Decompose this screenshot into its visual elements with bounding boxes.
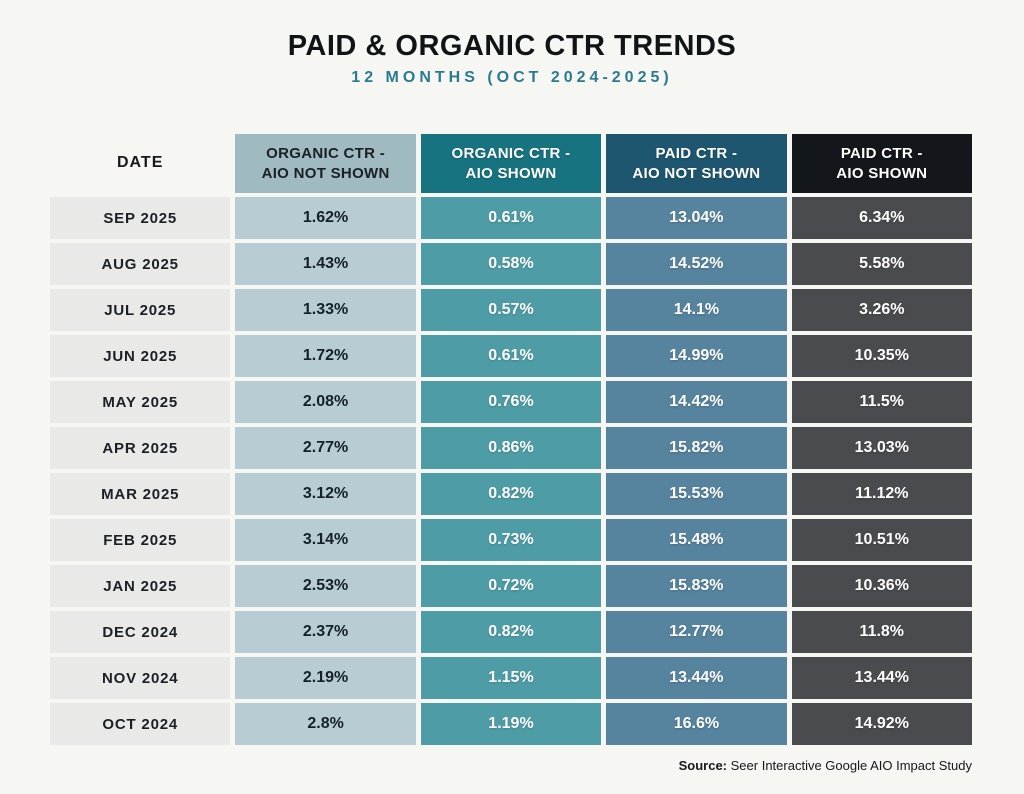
paid-ctr-aio-shown-cell: 10.36% <box>791 565 972 607</box>
infographic: PAID & ORGANIC CTR TRENDS 12 MONTHS (OCT… <box>0 30 1024 773</box>
paid-ctr-aio-not-shown-cell: 14.99% <box>606 335 787 377</box>
paid-ctr-aio-not-shown-cell: 15.83% <box>606 565 787 607</box>
organic-ctr-aio-shown-cell: 0.57% <box>420 289 602 331</box>
date-cell: SEP 2025 <box>50 197 231 239</box>
paid-ctr-aio-not-shown-cell: 13.44% <box>606 657 787 699</box>
paid-ctr-aio-shown-cell: 14.92% <box>791 703 972 745</box>
ctr-table-wrap: DATE ORGANIC CTR - AIO NOT SHOWN ORGANIC… <box>50 134 972 745</box>
paid-ctr-aio-shown-cell: 10.51% <box>791 519 972 561</box>
paid-ctr-aio-not-shown-cell: 15.82% <box>606 427 787 469</box>
organic-ctr-aio-shown-cell: 0.82% <box>420 473 602 515</box>
paid-ctr-aio-shown-cell: 13.03% <box>791 427 972 469</box>
date-cell: FEB 2025 <box>50 519 231 561</box>
date-cell: JUL 2025 <box>50 289 231 331</box>
page-subtitle: 12 MONTHS (OCT 2024-2025) <box>351 69 673 86</box>
organic-ctr-aio-not-shown-cell: 1.33% <box>235 289 416 331</box>
paid-ctr-aio-not-shown-cell: 14.42% <box>606 381 787 423</box>
organic-ctr-aio-not-shown-cell: 1.62% <box>235 197 416 239</box>
paid-ctr-aio-shown-cell: 13.44% <box>791 657 972 699</box>
date-cell: AUG 2025 <box>50 243 231 285</box>
organic-ctr-aio-shown-cell: 0.86% <box>420 427 602 469</box>
date-cell: APR 2025 <box>50 427 231 469</box>
page-title: PAID & ORGANIC CTR TRENDS <box>287 30 737 62</box>
date-cell: MAR 2025 <box>50 473 231 515</box>
paid-ctr-aio-not-shown-cell: 14.52% <box>606 243 787 285</box>
paid-ctr-aio-shown-cell: 3.26% <box>791 289 972 331</box>
column-header-paid-ctr-aio-shown: PAID CTR - AIO SHOWN <box>791 134 972 193</box>
date-cell: DEC 2024 <box>50 611 231 653</box>
organic-ctr-aio-shown-cell: 0.76% <box>420 381 602 423</box>
paid-ctr-aio-not-shown-cell: 13.04% <box>606 197 787 239</box>
date-cell: OCT 2024 <box>50 703 231 745</box>
column-header-organic-ctr-aio-shown: ORGANIC CTR - AIO SHOWN <box>420 134 602 193</box>
organic-ctr-aio-not-shown-cell: 2.8% <box>235 703 416 745</box>
paid-ctr-aio-shown-cell: 6.34% <box>791 197 972 239</box>
paid-ctr-aio-shown-cell: 11.8% <box>791 611 972 653</box>
source-note: Source: Seer Interactive Google AIO Impa… <box>679 758 972 773</box>
organic-ctr-aio-not-shown-cell: 1.72% <box>235 335 416 377</box>
source-label: Source: <box>678 758 728 773</box>
organic-ctr-aio-not-shown-cell: 2.77% <box>235 427 416 469</box>
organic-ctr-aio-not-shown-cell: 3.14% <box>235 519 416 561</box>
paid-ctr-aio-not-shown-cell: 15.53% <box>606 473 787 515</box>
column-header-paid-ctr-aio-not-shown: PAID CTR - AIO NOT SHOWN <box>606 134 787 193</box>
organic-ctr-aio-not-shown-cell: 2.19% <box>235 657 416 699</box>
date-cell: JUN 2025 <box>50 335 231 377</box>
organic-ctr-aio-not-shown-cell: 2.37% <box>235 611 416 653</box>
paid-ctr-aio-not-shown-cell: 12.77% <box>606 611 787 653</box>
organic-ctr-aio-shown-cell: 0.61% <box>420 335 602 377</box>
organic-ctr-aio-not-shown-cell: 3.12% <box>235 473 416 515</box>
paid-ctr-aio-not-shown-cell: 14.1% <box>606 289 787 331</box>
paid-ctr-aio-shown-cell: 10.35% <box>791 335 972 377</box>
source-text: Seer Interactive Google AIO Impact Study <box>730 758 972 773</box>
organic-ctr-aio-shown-cell: 0.72% <box>420 565 602 607</box>
organic-ctr-aio-shown-cell: 1.15% <box>420 657 602 699</box>
organic-ctr-aio-not-shown-cell: 1.43% <box>235 243 416 285</box>
paid-ctr-aio-shown-cell: 11.12% <box>791 473 972 515</box>
column-header-organic-ctr-aio-not-shown: ORGANIC CTR - AIO NOT SHOWN <box>235 134 416 193</box>
date-cell: JAN 2025 <box>50 565 231 607</box>
ctr-table: DATE ORGANIC CTR - AIO NOT SHOWN ORGANIC… <box>50 134 972 745</box>
paid-ctr-aio-not-shown-cell: 16.6% <box>606 703 787 745</box>
organic-ctr-aio-shown-cell: 1.19% <box>420 703 602 745</box>
paid-ctr-aio-shown-cell: 5.58% <box>791 243 972 285</box>
date-cell: MAY 2025 <box>50 381 231 423</box>
organic-ctr-aio-shown-cell: 0.73% <box>420 519 602 561</box>
organic-ctr-aio-shown-cell: 0.82% <box>420 611 602 653</box>
organic-ctr-aio-not-shown-cell: 2.08% <box>235 381 416 423</box>
date-cell: NOV 2024 <box>50 657 231 699</box>
organic-ctr-aio-shown-cell: 0.58% <box>420 243 602 285</box>
paid-ctr-aio-not-shown-cell: 15.48% <box>606 519 787 561</box>
organic-ctr-aio-not-shown-cell: 2.53% <box>235 565 416 607</box>
paid-ctr-aio-shown-cell: 11.5% <box>791 381 972 423</box>
organic-ctr-aio-shown-cell: 0.61% <box>420 197 602 239</box>
column-header-date: DATE <box>117 154 164 172</box>
